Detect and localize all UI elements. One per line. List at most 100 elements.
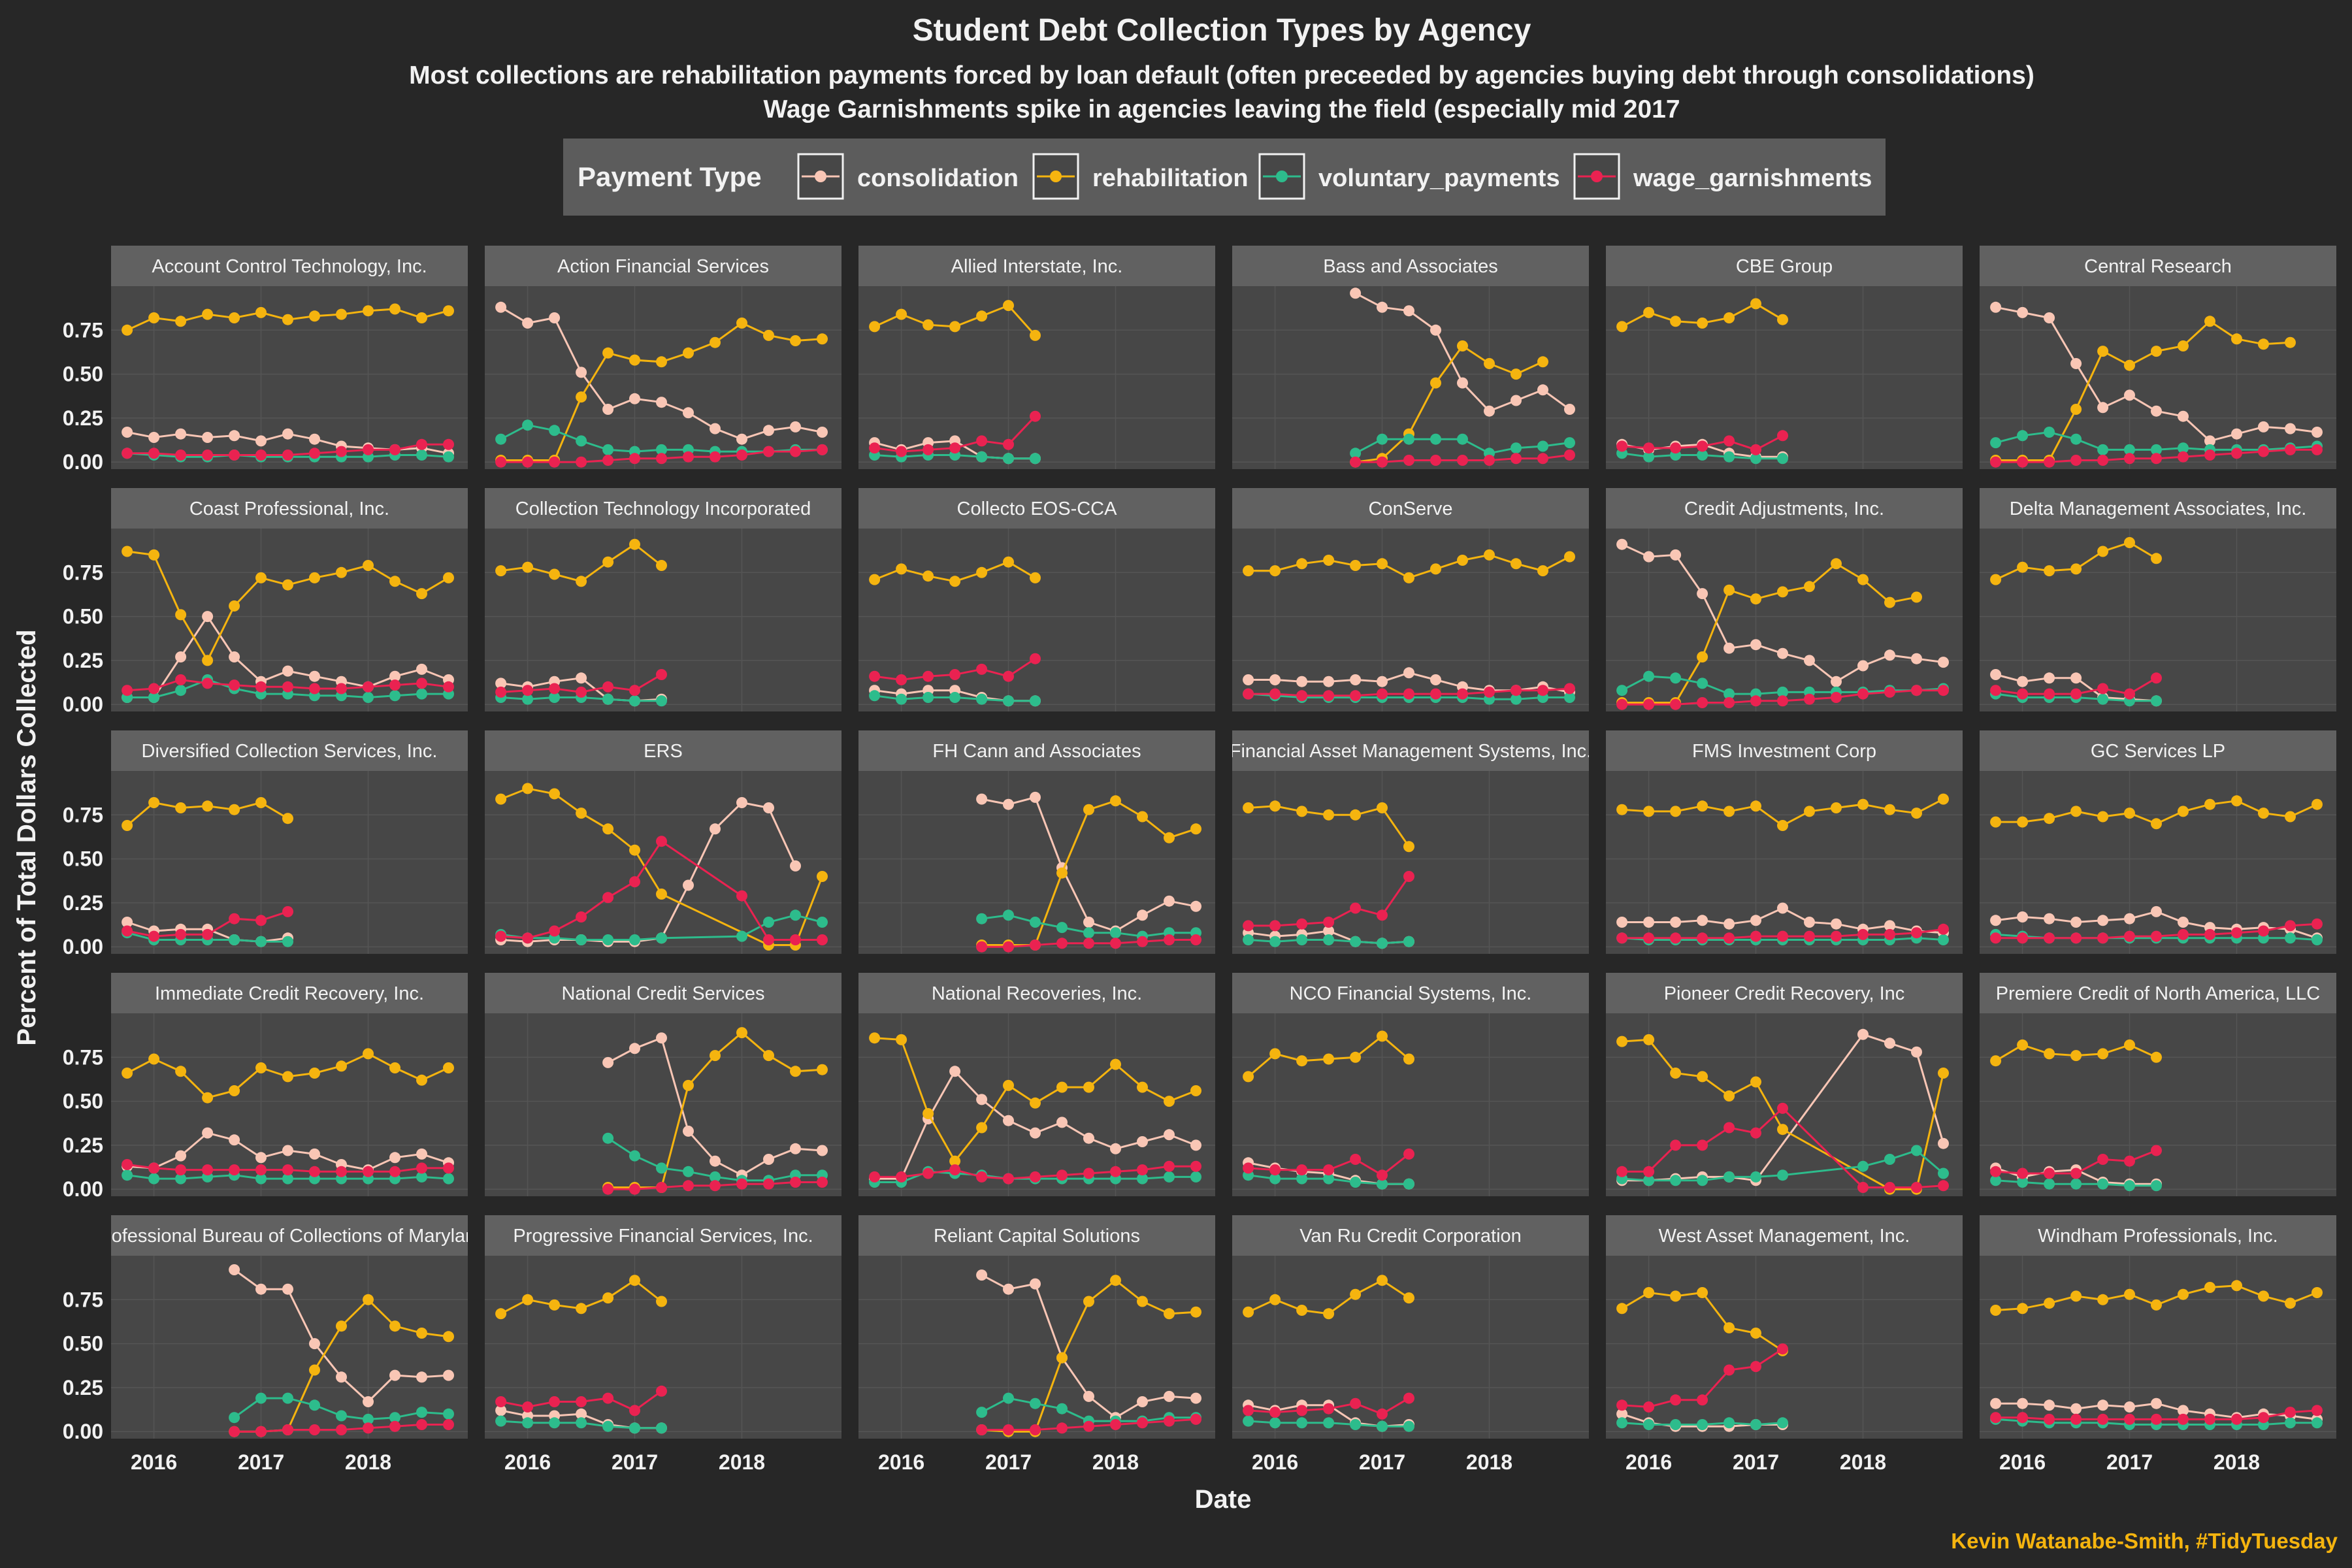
data-point-wage-garnishments	[2311, 918, 2323, 930]
data-point-wage-garnishments	[1243, 1162, 1254, 1174]
data-point-voluntary-payments	[710, 1171, 721, 1183]
data-point-voluntary-payments	[629, 1422, 640, 1434]
data-point-voluntary-payments	[976, 1407, 988, 1418]
data-point-wage-garnishments	[656, 836, 667, 847]
data-point-consolidation	[1938, 1137, 1949, 1149]
data-point-wage-garnishments	[2097, 683, 2109, 694]
data-point-voluntary-payments	[1269, 1173, 1281, 1184]
data-point-rehabilitation	[2070, 404, 2082, 415]
data-point-rehabilitation	[736, 318, 747, 329]
data-point-voluntary-payments	[1511, 442, 1522, 454]
data-point-voluntary-payments	[976, 693, 988, 705]
facet-panel	[858, 529, 1215, 711]
data-point-voluntary-payments	[602, 444, 614, 455]
data-point-voluntary-payments	[416, 1407, 427, 1418]
data-point-consolidation	[309, 433, 320, 445]
data-point-rehabilitation	[282, 579, 293, 591]
data-point-rehabilitation	[1643, 306, 1655, 318]
data-point-consolidation	[1884, 649, 1895, 661]
data-point-wage-garnishments	[1243, 1405, 1254, 1416]
data-point-voluntary-payments	[817, 917, 828, 928]
facet-strip	[111, 488, 468, 529]
data-point-voluntary-payments	[1616, 1417, 1628, 1429]
data-point-voluntary-payments	[1430, 433, 1441, 445]
facet-conserve: ConServe	[1232, 488, 1589, 711]
data-point-voluntary-payments	[1723, 451, 1735, 463]
data-point-rehabilitation	[629, 354, 640, 366]
facet-strip	[1232, 488, 1589, 529]
data-point-consolidation	[1670, 549, 1682, 561]
data-point-consolidation	[1750, 639, 1761, 651]
facet-strip-label: Allied Interstate, Inc.	[951, 256, 1123, 277]
facet-strip	[858, 246, 1215, 286]
data-point-consolidation	[2124, 913, 2135, 924]
data-point-consolidation	[1723, 918, 1735, 930]
data-point-rehabilitation	[363, 560, 374, 571]
facet-delta-management-associates-inc: Delta Management Associates, Inc.	[1980, 488, 2336, 711]
data-point-wage-garnishments	[1804, 693, 1815, 705]
data-point-wage-garnishments	[1911, 1182, 1922, 1193]
data-point-wage-garnishments	[1323, 917, 1335, 928]
data-point-wage-garnishments	[2204, 449, 2215, 461]
data-point-wage-garnishments	[576, 686, 587, 698]
data-point-wage-garnishments	[1723, 1364, 1735, 1376]
data-point-wage-garnishments	[2017, 456, 2029, 468]
data-point-consolidation	[1323, 925, 1335, 937]
data-point-wage-garnishments	[1616, 932, 1628, 944]
data-point-voluntary-payments	[1777, 686, 1788, 698]
chart-title: Student Debt Collection Types by Agency	[913, 13, 1531, 48]
data-point-wage-garnishments	[495, 456, 507, 468]
data-point-rehabilitation	[1323, 555, 1335, 566]
data-point-consolidation	[202, 432, 214, 443]
data-point-rehabilitation	[1857, 798, 1869, 810]
data-point-wage-garnishments	[202, 449, 214, 461]
data-point-rehabilitation	[1110, 1275, 1121, 1286]
data-point-rehabilitation	[549, 568, 561, 580]
data-point-wage-garnishments	[949, 669, 961, 680]
data-point-rehabilitation	[1083, 1081, 1094, 1093]
data-point-rehabilitation	[148, 797, 160, 808]
data-point-rehabilitation	[2285, 811, 2296, 823]
data-point-consolidation	[1750, 915, 1761, 926]
data-point-wage-garnishments	[2097, 455, 2109, 466]
data-point-wage-garnishments	[763, 446, 774, 457]
data-point-wage-garnishments	[2231, 1413, 2242, 1425]
data-point-consolidation	[1938, 657, 1949, 668]
data-point-consolidation	[1697, 915, 1708, 926]
data-point-rehabilitation	[1804, 581, 1815, 593]
data-point-voluntary-payments	[1403, 1420, 1414, 1432]
data-point-wage-garnishments	[1723, 697, 1735, 708]
data-point-consolidation	[1030, 791, 1041, 803]
data-point-consolidation	[1003, 1283, 1014, 1295]
data-point-wage-garnishments	[1083, 1168, 1094, 1179]
data-point-consolidation	[2258, 421, 2269, 433]
data-point-voluntary-payments	[1350, 448, 1362, 459]
data-point-wage-garnishments	[549, 1396, 561, 1407]
data-point-consolidation	[416, 1371, 427, 1383]
data-point-consolidation	[629, 1043, 640, 1054]
facet-panel	[1232, 771, 1589, 954]
legend-item-rehabilitation: rehabilitation	[1032, 153, 1249, 200]
data-point-voluntary-payments	[1030, 453, 1041, 465]
data-point-rehabilitation	[175, 316, 187, 327]
data-point-consolidation	[710, 1155, 721, 1167]
data-point-wage-garnishments	[363, 1422, 374, 1434]
data-point-wage-garnishments	[1350, 902, 1362, 914]
facet-strip-label: GC Services LP	[2091, 741, 2225, 762]
data-point-consolidation	[282, 1283, 293, 1295]
data-point-wage-garnishments	[817, 1177, 828, 1188]
data-point-rehabilitation	[817, 871, 828, 882]
data-point-consolidation	[229, 1264, 240, 1275]
data-point-voluntary-payments	[443, 1408, 454, 1420]
data-point-rehabilitation	[336, 1320, 347, 1332]
facet-strip-label: Progressive Financial Services, Inc.	[513, 1226, 813, 1247]
data-point-voluntary-payments	[576, 435, 587, 447]
data-point-rehabilitation	[202, 655, 214, 666]
data-point-voluntary-payments	[1777, 453, 1788, 465]
data-point-rehabilitation	[1269, 565, 1281, 577]
data-point-rehabilitation	[576, 391, 587, 403]
data-point-voluntary-payments	[1564, 437, 1575, 449]
data-point-rehabilitation	[1350, 560, 1362, 571]
data-point-consolidation	[576, 367, 587, 378]
data-point-wage-garnishments	[229, 1426, 240, 1437]
